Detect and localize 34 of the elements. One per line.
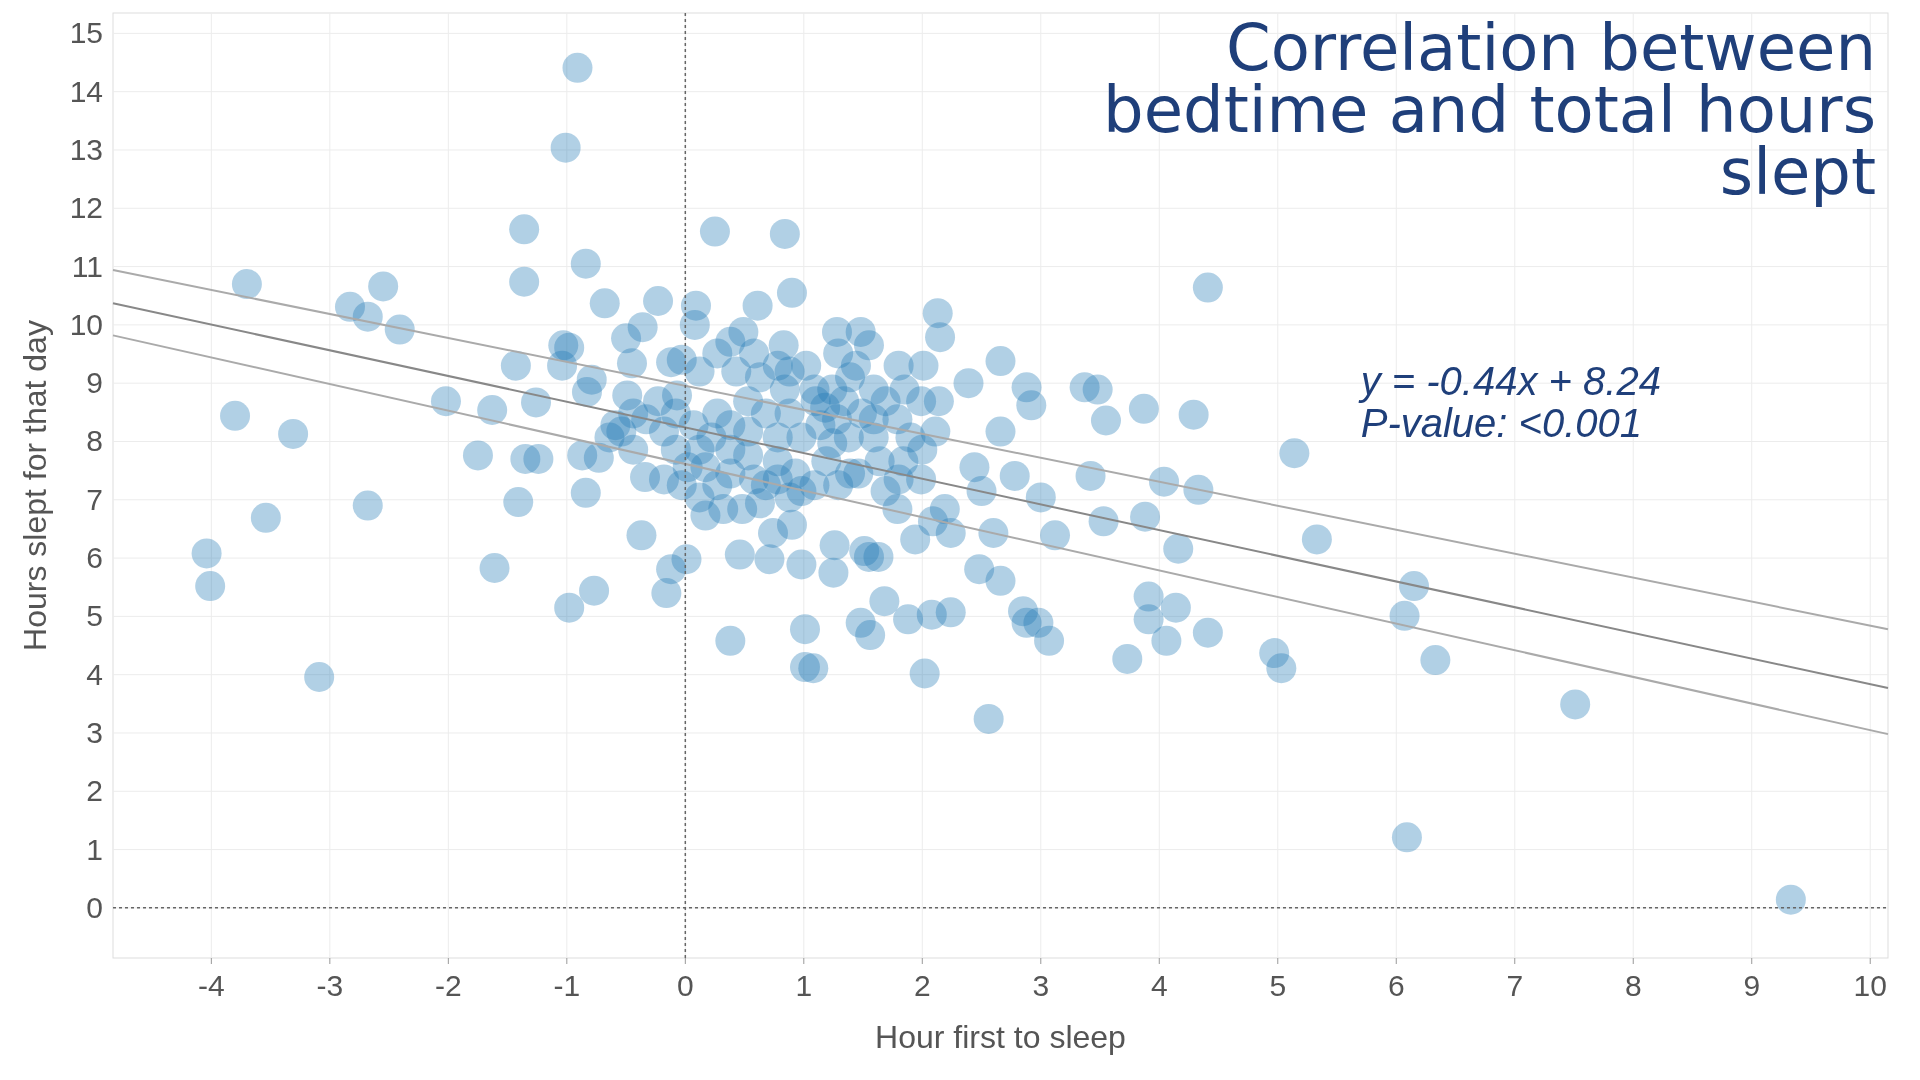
x-tick-label: -2 — [434, 969, 462, 1002]
y-tick-label: 5 — [86, 599, 103, 633]
x-tick-label: 7 — [1506, 969, 1524, 1002]
x-tick-label: 9 — [1743, 969, 1761, 1002]
x-tick-label: 10 — [1853, 969, 1887, 1002]
y-tick-label: 15 — [69, 16, 103, 50]
y-tick-label: 8 — [86, 424, 103, 458]
y-tick-label: 2 — [86, 774, 103, 808]
x-tick-label: -4 — [198, 969, 225, 1002]
x-tick-label: 1 — [795, 969, 813, 1002]
y-tick-label: 9 — [86, 366, 103, 400]
x-tick-label: 3 — [1032, 969, 1050, 1002]
y-tick-label: 12 — [69, 191, 103, 225]
y-tick-label: 7 — [86, 482, 103, 516]
x-tick-label: -1 — [553, 969, 581, 1002]
x-tick-label: 5 — [1269, 969, 1287, 1002]
y-tick-label: 13 — [69, 133, 103, 166]
y-tick-label: 1 — [86, 832, 103, 866]
y-tick-label: 11 — [71, 249, 103, 283]
x-tick-label: 2 — [913, 969, 931, 1002]
x-tick-label: 4 — [1150, 969, 1168, 1002]
y-tick-label: 4 — [86, 657, 103, 691]
x-tick-label: 8 — [1624, 969, 1642, 1002]
x-tick-label: 0 — [676, 969, 694, 1002]
y-tick-label: 6 — [86, 541, 103, 575]
x-axis-title: Hour first to sleep — [875, 1019, 1126, 1055]
y-tick-label: 3 — [86, 715, 103, 749]
x-tick-label: -3 — [316, 969, 344, 1002]
y-axis-title: Hours slept for that day — [17, 320, 53, 651]
x-tick-label: 6 — [1387, 969, 1405, 1002]
text: Correlation between bedtime and total hours slept — [1103, 11, 1876, 209]
y-tick-label: 14 — [69, 74, 103, 108]
y-tick-label: 10 — [69, 307, 103, 341]
y-tick-label: 0 — [86, 890, 103, 924]
